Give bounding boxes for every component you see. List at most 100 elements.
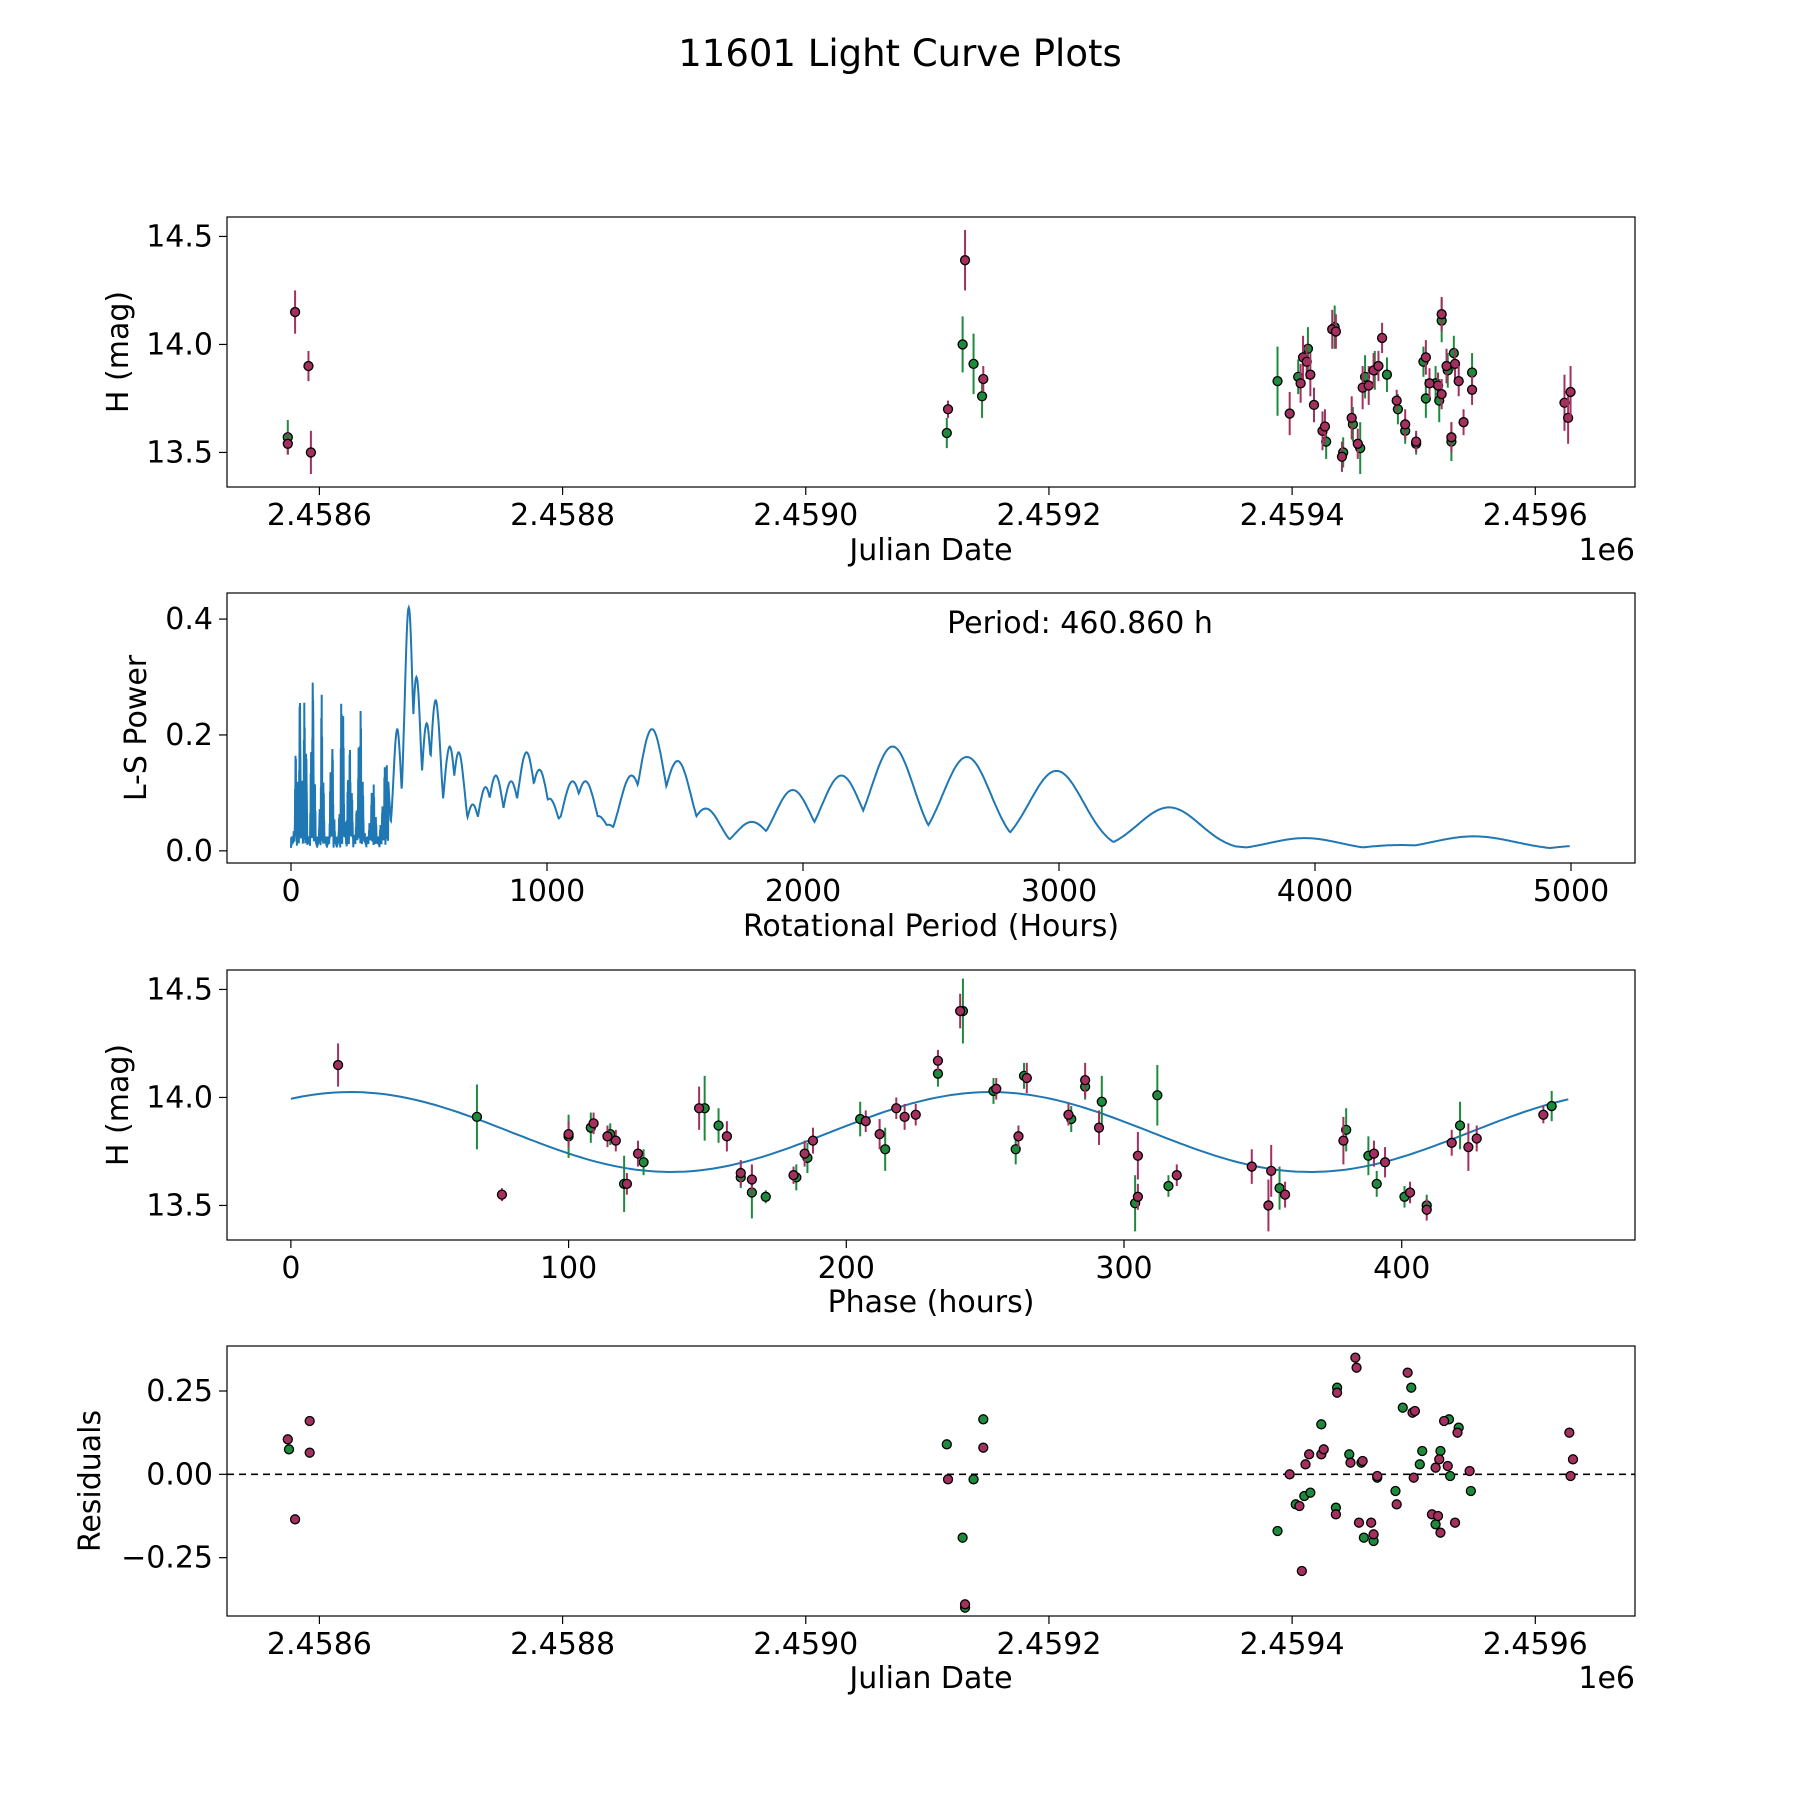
phased-point-magenta [807, 1135, 819, 1146]
residuals-point-magenta [942, 1474, 954, 1485]
phased-fit-curve [290, 1090, 1569, 1174]
lightcurve-ytick-label: 14.0 [146, 327, 213, 362]
residuals-point-green [978, 1414, 989, 1425]
periodogram-xtick-label: 2000 [765, 874, 841, 909]
residuals-xtick-label: 2.4588 [510, 1627, 615, 1662]
residuals-point-magenta [1435, 1527, 1446, 1538]
residuals-point-magenta [1442, 1460, 1453, 1472]
lightcurve-point-magenta [1441, 360, 1452, 372]
residuals-offset-label: 1e6 [1578, 1661, 1635, 1696]
phased-point-magenta [1013, 1131, 1024, 1142]
residuals-point-magenta [1284, 1469, 1295, 1480]
lightcurve-point-magenta [1308, 399, 1320, 411]
residuals-point-magenta [1303, 1449, 1315, 1460]
lightcurve-point-magenta [1565, 386, 1576, 398]
lightcurve-point-green [941, 427, 952, 439]
phased-point-green [880, 1144, 891, 1155]
residuals-point-magenta [1351, 1362, 1362, 1373]
lightcurve-point-magenta [1420, 352, 1432, 363]
phased-point-magenta [1421, 1204, 1432, 1215]
residuals-point-green [1445, 1470, 1456, 1482]
lightcurve-offset-label: 1e6 [1578, 533, 1635, 568]
phased-point-magenta [621, 1178, 633, 1189]
residuals-point-magenta [1464, 1465, 1475, 1477]
lightcurve-point-green [1272, 376, 1283, 387]
phased-xtick-label: 100 [540, 1251, 597, 1286]
phased-point-magenta [799, 1148, 810, 1159]
lightcurve-point-magenta [1400, 419, 1411, 430]
periodogram-xtick-label: 3000 [1021, 874, 1097, 909]
residuals-point-green [1417, 1445, 1428, 1457]
residuals-point-magenta [1331, 1387, 1343, 1398]
figure-title: 11601 Light Curve Plots [678, 32, 1122, 75]
phased-point-magenta [1266, 1165, 1277, 1177]
lightcurve-point-magenta [942, 404, 954, 415]
residuals-point-magenta [1408, 1472, 1419, 1483]
lightcurve-point-magenta [1319, 421, 1331, 432]
phased-point-magenta [1471, 1133, 1482, 1144]
phased-point-green [713, 1120, 724, 1131]
phased-point-green [1546, 1100, 1557, 1112]
phased-point-magenta [1446, 1137, 1457, 1148]
lightcurve-xlabel: Julian Date [847, 533, 1012, 568]
phased-point-green [638, 1157, 649, 1168]
phased-point-magenta [1538, 1109, 1549, 1120]
phased-point-magenta [1279, 1189, 1291, 1200]
lightcurve-point-magenta [1466, 384, 1478, 395]
phased-point-magenta [1379, 1157, 1391, 1168]
lightcurve-point-magenta [1346, 412, 1357, 424]
periodogram-xtick-label: 5000 [1533, 874, 1609, 909]
lightcurve-point-magenta [1453, 376, 1464, 387]
residuals-point-magenta [1567, 1454, 1579, 1465]
lightcurve-point-magenta [1446, 432, 1457, 443]
phased-point-green [471, 1111, 483, 1123]
lightcurve-point-magenta [978, 373, 989, 385]
residuals-ylabel: Residuals [73, 1410, 108, 1552]
phased-point-magenta [1338, 1135, 1349, 1146]
lightcurve-point-magenta [1424, 378, 1435, 389]
phased-point-magenta [496, 1189, 508, 1200]
lightcurve-point-green [1392, 404, 1404, 415]
phased-xtick-label: 300 [1095, 1251, 1152, 1286]
phased-ytick-label: 14.5 [146, 972, 213, 1007]
residuals-point-magenta [1391, 1499, 1402, 1510]
phased-point-magenta [955, 1005, 966, 1017]
residuals-ytick-label: 0.25 [146, 1374, 213, 1409]
phased-point-magenta [1246, 1161, 1257, 1172]
lightcurve-point-magenta [1373, 360, 1384, 372]
lightcurve-marks [282, 229, 1576, 475]
residuals-xlabel: Julian Date [847, 1661, 1012, 1696]
residuals-point-magenta [1318, 1444, 1329, 1455]
residuals-point-magenta [1372, 1470, 1383, 1482]
residuals-marks [227, 1352, 1635, 1613]
lightcurve-point-green [1448, 347, 1459, 359]
phased-point-magenta [563, 1129, 574, 1140]
residuals-point-green [1358, 1532, 1370, 1543]
residuals-point-magenta [1449, 1517, 1461, 1528]
periodogram-line [290, 604, 1570, 849]
phased-point-magenta [860, 1116, 871, 1127]
phased-point-magenta [735, 1167, 746, 1179]
lightcurve-xtick-label: 2.4594 [1240, 498, 1345, 533]
residuals-point-magenta [1409, 1405, 1421, 1417]
lightcurve-point-magenta [1458, 417, 1469, 428]
phased-point-magenta [1404, 1187, 1416, 1198]
residuals-point-magenta [1357, 1455, 1368, 1467]
residuals-point-magenta [1434, 1454, 1445, 1465]
phased-point-magenta [991, 1083, 1002, 1094]
lightcurve-point-magenta [1330, 326, 1342, 337]
lightcurve-point-magenta [959, 255, 971, 266]
lightcurve-point-magenta [1449, 358, 1461, 370]
phased-point-magenta [602, 1131, 613, 1142]
lightcurve-point-magenta [1336, 451, 1348, 462]
phased-point-magenta [1079, 1075, 1091, 1086]
phased-point-magenta [874, 1129, 885, 1140]
periodogram-axes: 0 1000 2000 3000 4000 5000 0.0 0.2 0.4 [165, 592, 1636, 909]
lightcurve-point-magenta [1391, 395, 1402, 406]
residuals-ytick-label: −0.25 [121, 1541, 213, 1576]
residuals-point-magenta [1350, 1352, 1361, 1363]
residuals-point-magenta [1296, 1565, 1307, 1577]
lightcurve-point-magenta [1376, 332, 1388, 344]
residuals-point-green [1414, 1459, 1425, 1470]
phased-point-magenta [693, 1103, 705, 1114]
